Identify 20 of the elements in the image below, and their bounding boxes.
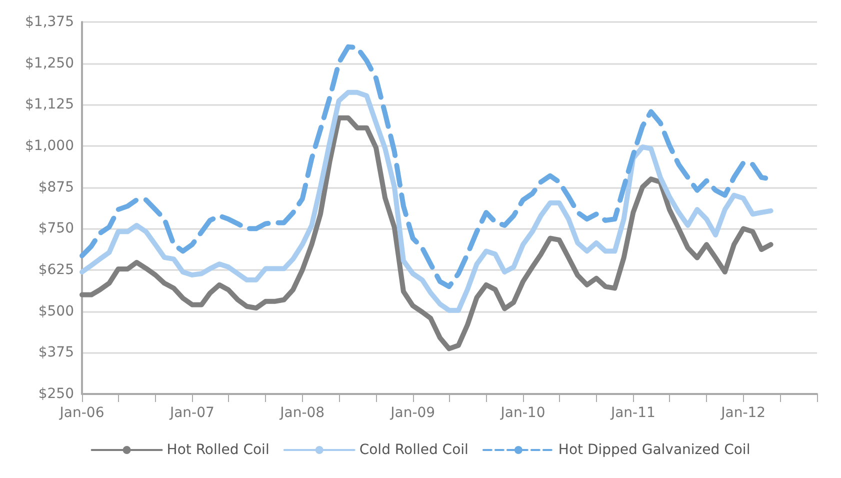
y-tick-label: $375	[38, 344, 74, 361]
x-tick-label: Jan-07	[168, 405, 214, 421]
y-tick-label: $1,125	[25, 96, 74, 113]
x-tick-label: Jan-12	[720, 405, 766, 421]
x-tick-label: Jan-08	[279, 405, 325, 421]
y-tick-label: $875	[38, 179, 74, 196]
x-tick-label: Jan-06	[58, 405, 104, 421]
y-tick-label: $500	[38, 303, 74, 320]
y-tick-label: $750	[38, 220, 74, 237]
legend-label: Hot Dipped Galvanized Coil	[558, 442, 750, 458]
y-tick-label: $625	[38, 262, 74, 278]
legend-label: Cold Rolled Coil	[359, 442, 468, 458]
x-tick-label: Jan-10	[500, 405, 546, 421]
y-tick-label: $250	[38, 386, 74, 402]
y-tick-label: $1,375	[25, 14, 74, 30]
x-tick-label: Jan-09	[390, 405, 436, 421]
x-tick-label: Jan-11	[610, 405, 656, 421]
y-tick-label: $1,250	[25, 55, 74, 72]
legend-label: Hot Rolled Coil	[166, 442, 270, 458]
y-tick-label: $1,000	[25, 138, 74, 154]
